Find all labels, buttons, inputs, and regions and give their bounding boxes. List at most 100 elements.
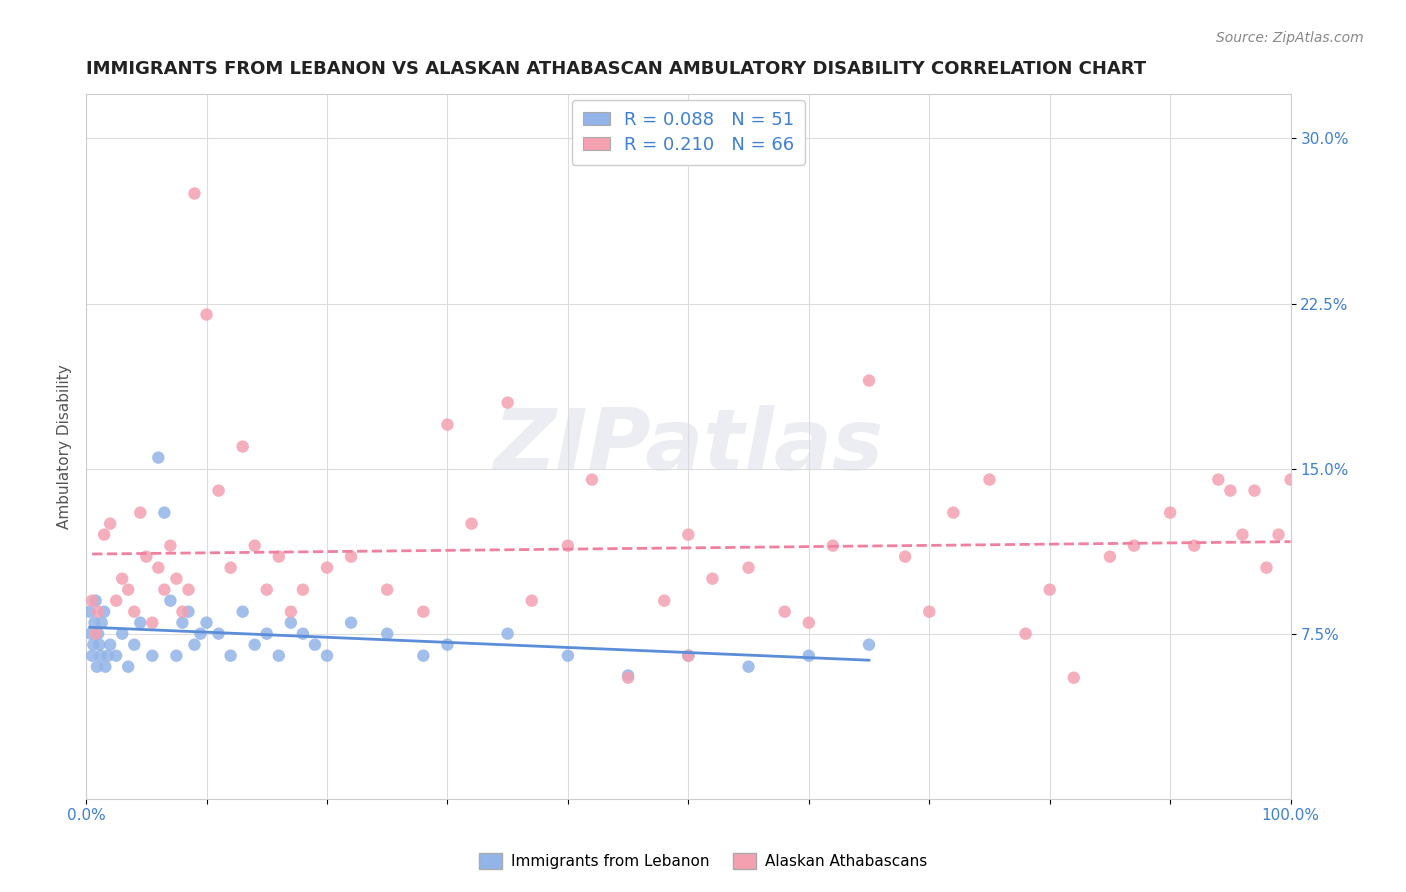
Point [98,638,121,652]
Point [243,638,266,652]
Legend: R = 0.088   N = 51, R = 0.210   N = 66: R = 0.088 N = 51, R = 0.210 N = 66 [572,100,806,165]
Point [148,560,170,574]
Point [122,638,145,652]
Point [207,626,229,640]
Text: Source: ZipAtlas.com: Source: ZipAtlas.com [1216,31,1364,45]
Point [195,615,218,630]
Point [858,374,880,388]
Point [291,626,314,640]
Point [1243,483,1265,498]
Point [172,605,194,619]
Point [153,582,176,597]
Point [141,648,163,663]
Y-axis label: Ambulatory Disability: Ambulatory Disability [58,364,72,529]
Point [1014,626,1036,640]
Point [87,605,110,619]
Point [129,615,152,630]
Point [678,648,700,663]
Point [165,572,187,586]
Point [1232,527,1254,541]
Point [557,539,579,553]
Point [1208,473,1230,487]
Point [1063,671,1085,685]
Point [773,605,796,619]
Point [93,605,115,619]
Point [111,626,134,640]
Point [86,659,108,673]
Point [460,516,482,531]
Point [617,671,640,685]
Point [117,582,139,597]
Point [894,549,917,564]
Point [219,560,242,574]
Point [256,626,278,640]
Point [340,615,363,630]
Point [190,626,212,640]
Point [148,450,170,465]
Point [979,473,1001,487]
Point [177,582,200,597]
Point [105,648,128,663]
Point [267,549,290,564]
Legend: Immigrants from Lebanon, Alaskan Athabascans: Immigrants from Lebanon, Alaskan Athabas… [472,847,934,875]
Point [821,539,844,553]
Point [207,483,229,498]
Point [243,539,266,553]
Point [858,638,880,652]
Point [436,638,458,652]
Point [159,539,181,553]
Point [135,549,157,564]
Point [520,593,543,607]
Point [79,605,101,619]
Point [177,605,200,619]
Point [1182,539,1205,553]
Point [678,648,700,663]
Point [316,560,339,574]
Point [280,605,302,619]
Point [89,638,111,652]
Point [316,648,339,663]
Point [1039,582,1062,597]
Point [97,648,120,663]
Point [84,593,107,607]
Point [436,417,458,432]
Point [98,516,121,531]
Point [80,648,103,663]
Point [111,572,134,586]
Point [375,626,398,640]
Point [80,626,103,640]
Point [304,638,326,652]
Point [105,593,128,607]
Point [256,582,278,597]
Point [183,186,205,201]
Point [129,506,152,520]
Point [496,626,519,640]
Point [1256,560,1278,574]
Point [412,648,434,663]
Point [165,648,187,663]
Point [797,615,820,630]
Point [89,648,111,663]
Point [737,659,759,673]
Point [141,615,163,630]
Point [159,593,181,607]
Point [219,648,242,663]
Point [702,572,724,586]
Point [678,527,700,541]
Point [581,473,603,487]
Point [117,659,139,673]
Point [1267,527,1289,541]
Point [94,659,117,673]
Point [82,638,104,652]
Point [652,593,675,607]
Point [617,668,640,682]
Point [1159,506,1181,520]
Point [183,638,205,652]
Text: IMMIGRANTS FROM LEBANON VS ALASKAN ATHABASCAN AMBULATORY DISABILITY CORRELATION : IMMIGRANTS FROM LEBANON VS ALASKAN ATHAB… [86,60,1146,78]
Point [267,648,290,663]
Point [1219,483,1241,498]
Text: ZIPatlas: ZIPatlas [494,405,883,488]
Point [737,560,759,574]
Point [918,605,941,619]
Point [84,626,107,640]
